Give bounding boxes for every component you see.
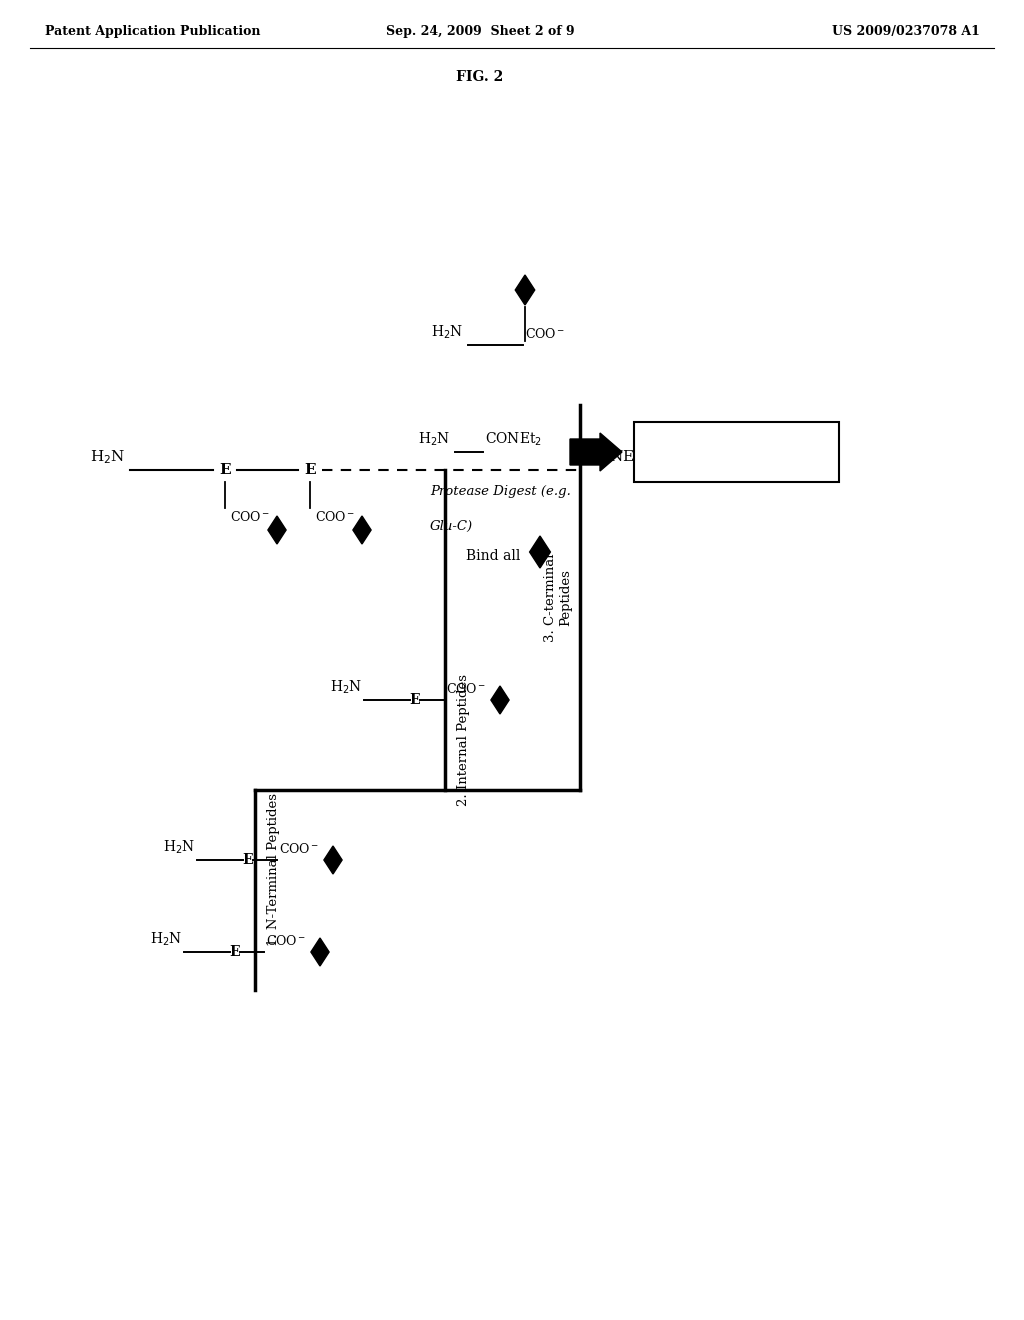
Text: E: E — [219, 463, 230, 477]
Text: E: E — [243, 853, 253, 867]
Text: 1. N-Terminal Peptides: 1. N-Terminal Peptides — [266, 793, 280, 946]
Text: Bind all: Bind all — [466, 549, 520, 564]
Text: H$_2$N: H$_2$N — [431, 323, 463, 341]
Polygon shape — [324, 846, 342, 874]
Text: COO$^-$: COO$^-$ — [230, 510, 270, 524]
Text: US 2009/0237078 A1: US 2009/0237078 A1 — [833, 25, 980, 38]
Text: COO$^-$: COO$^-$ — [315, 510, 355, 524]
Text: E: E — [410, 693, 420, 708]
Polygon shape — [515, 275, 535, 305]
Polygon shape — [353, 516, 371, 544]
Text: CONEt$_2$: CONEt$_2$ — [485, 430, 542, 447]
Text: H$_2$N: H$_2$N — [330, 678, 362, 696]
Polygon shape — [529, 536, 551, 568]
FancyArrow shape — [570, 433, 622, 471]
Polygon shape — [311, 939, 329, 966]
Text: COO$^-$: COO$^-$ — [266, 935, 306, 948]
Text: Analyze Only $-$CONEt$_2$: Analyze Only $-$CONEt$_2$ — [662, 444, 811, 461]
Polygon shape — [268, 516, 286, 544]
Text: H$_2$N: H$_2$N — [90, 449, 125, 466]
Text: CONEt$_2$: CONEt$_2$ — [585, 449, 647, 466]
Text: Patent Application Publication: Patent Application Publication — [45, 25, 260, 38]
Text: H$_2$N: H$_2$N — [150, 931, 182, 948]
FancyBboxPatch shape — [634, 422, 839, 482]
Text: H$_2$N: H$_2$N — [163, 838, 195, 855]
Text: E: E — [304, 463, 315, 477]
Text: COO$^-$: COO$^-$ — [446, 682, 486, 696]
Text: Protease Digest (e.g.: Protease Digest (e.g. — [430, 484, 570, 498]
Text: Glu-C): Glu-C) — [430, 520, 473, 533]
Text: 2. Internal Peptides: 2. Internal Peptides — [457, 675, 469, 807]
Text: 3. C-terminal
Peptides: 3. C-terminal Peptides — [544, 553, 572, 642]
Text: H$_2$N: H$_2$N — [418, 430, 450, 447]
Polygon shape — [490, 686, 509, 714]
Text: Sep. 24, 2009  Sheet 2 of 9: Sep. 24, 2009 Sheet 2 of 9 — [386, 25, 574, 38]
Text: E: E — [229, 945, 241, 960]
Text: COO$^-$: COO$^-$ — [525, 327, 565, 341]
Text: COO$^-$: COO$^-$ — [279, 842, 319, 855]
Text: FIG. 2: FIG. 2 — [457, 70, 504, 84]
